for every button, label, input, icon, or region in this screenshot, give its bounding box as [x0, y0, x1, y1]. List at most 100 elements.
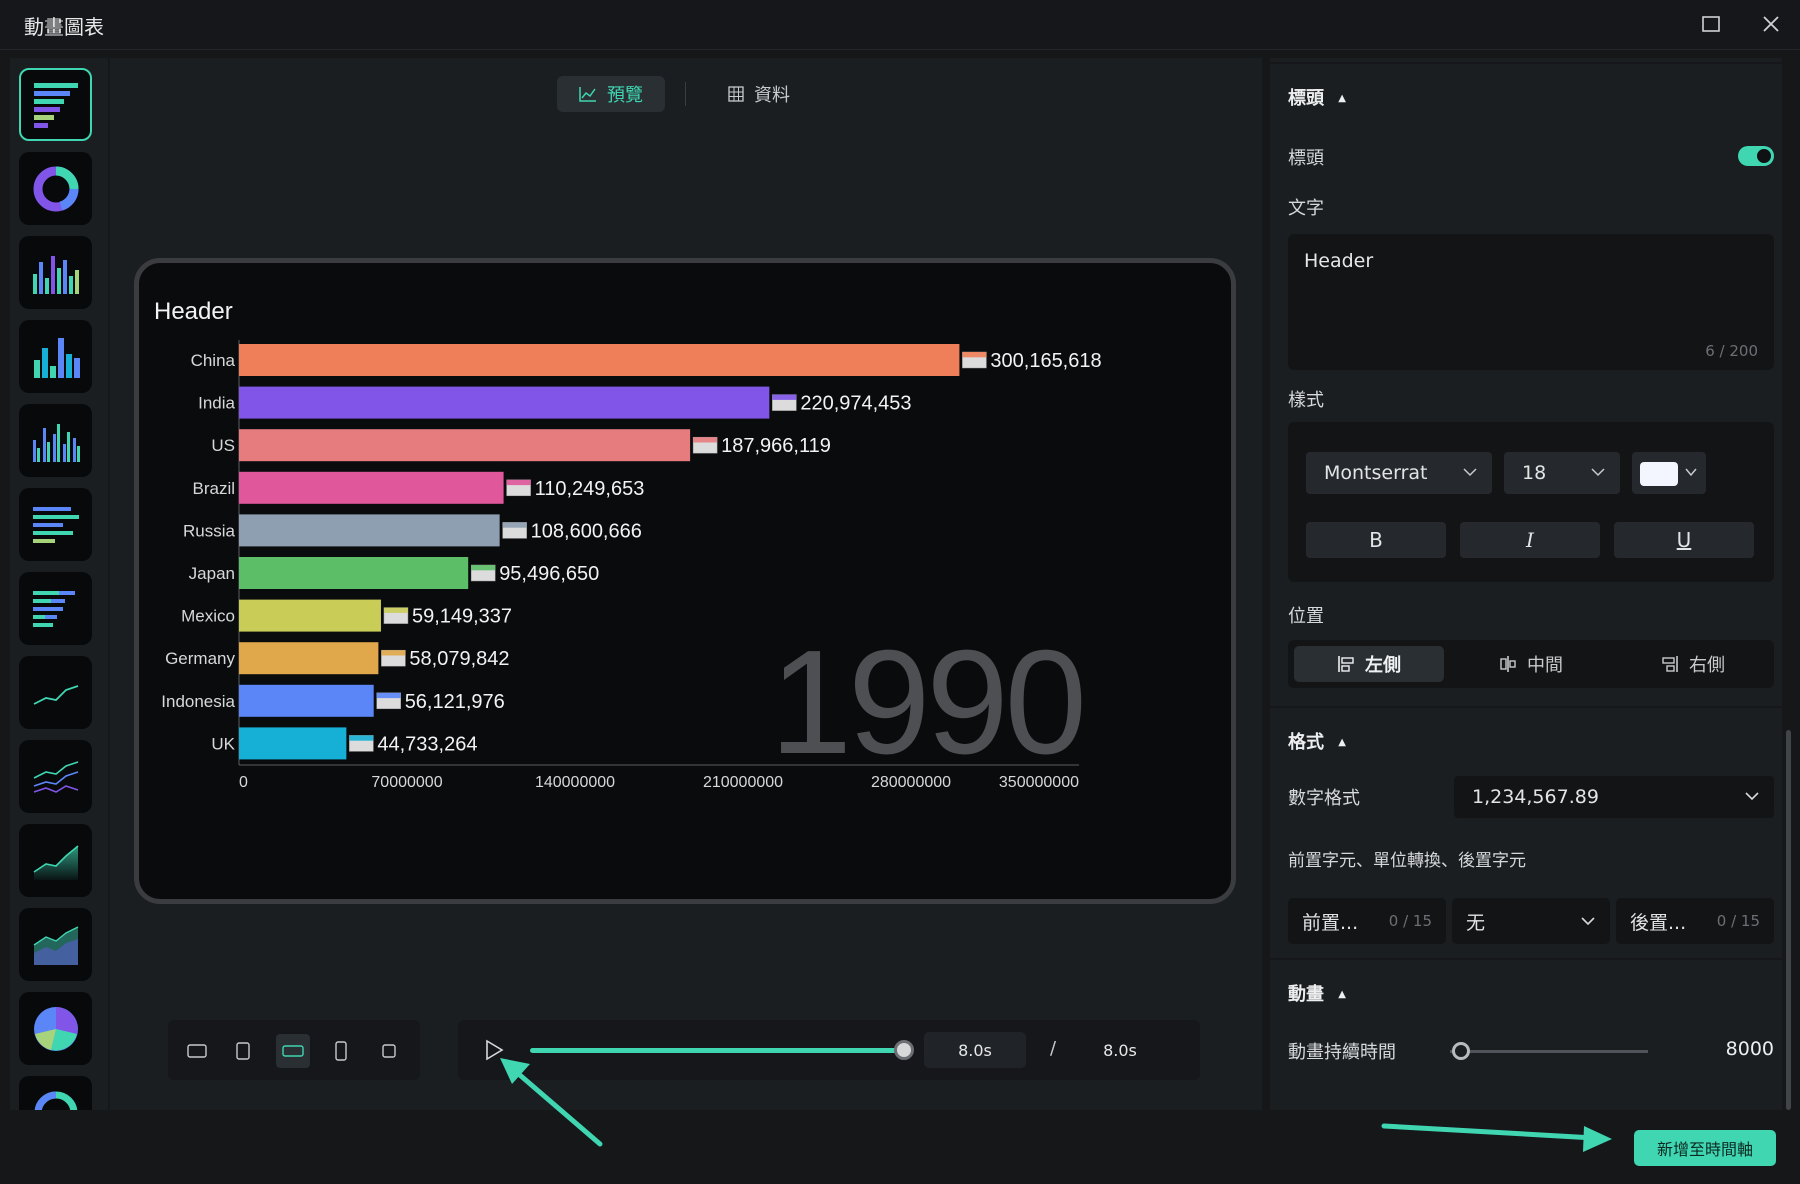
caret-up-icon: ▲: [1338, 737, 1346, 748]
underline-button[interactable]: U: [1614, 522, 1754, 558]
duration-slider-knob[interactable]: [1452, 1042, 1470, 1060]
header-section-toggle[interactable]: 標頭 ▲: [1288, 84, 1346, 110]
chart-type-column-1[interactable]: [19, 236, 92, 309]
view-tabs: 預覽 資料: [557, 76, 812, 112]
bar-uk: [239, 727, 347, 760]
value-label: 56,121,976: [405, 691, 505, 713]
value-label: 44,733,264: [377, 733, 477, 755]
ring-chart-icon: [34, 1091, 77, 1110]
suffix-placeholder: 後置...: [1630, 911, 1687, 934]
close-icon[interactable]: [1754, 9, 1788, 39]
prefix-row-label: 前置字元、單位轉換、後置字元: [1288, 851, 1526, 871]
font-size-select[interactable]: 18: [1504, 452, 1620, 494]
bar-india: [239, 386, 770, 419]
suffix-count: 0 / 15: [1716, 912, 1760, 930]
position-center-button[interactable]: 中間: [1456, 646, 1606, 682]
chart-type-area[interactable]: [19, 824, 92, 897]
category-label: Germany: [165, 649, 235, 668]
donut-icon: [33, 166, 78, 211]
chevron-down-icon: [1685, 468, 1697, 477]
duration-slider-track[interactable]: [1450, 1050, 1648, 1053]
value-label: 187,966,119: [721, 435, 831, 457]
chevron-down-icon: [1745, 792, 1759, 801]
position-left-button[interactable]: 左側: [1294, 646, 1444, 682]
area-chart-icon: [33, 844, 79, 880]
italic-button[interactable]: I: [1460, 522, 1600, 558]
chart-type-ring[interactable]: [19, 1076, 92, 1110]
tab-data-label: 資料: [754, 85, 790, 106]
x-tick-label: 0: [239, 774, 248, 791]
progress-knob[interactable]: [894, 1040, 914, 1060]
font-value: Montserrat: [1324, 462, 1428, 484]
column-chart-icon: [32, 255, 79, 294]
unit-select[interactable]: 无: [1452, 898, 1610, 944]
tab-preview[interactable]: 預覽: [557, 76, 665, 112]
position-selector: 左側 中間 右側: [1288, 640, 1774, 688]
align-right-icon: [1662, 656, 1678, 672]
position-right-button[interactable]: 右側: [1618, 646, 1768, 682]
font-select[interactable]: Montserrat: [1306, 452, 1492, 494]
value-label: 59,149,337: [412, 606, 512, 628]
value-label: 58,079,842: [409, 648, 509, 670]
divider: [1270, 706, 1782, 708]
ratio-4-3-button[interactable]: [180, 1034, 214, 1068]
chart-type-multi-line[interactable]: [19, 740, 92, 813]
play-icon[interactable]: [480, 1036, 508, 1064]
bold-button[interactable]: B: [1306, 522, 1446, 558]
column-chart-icon: [33, 337, 80, 378]
chart-type-stacked-area[interactable]: [19, 908, 92, 981]
align-left-icon: [1338, 656, 1354, 672]
caret-up-icon: ▲: [1338, 989, 1346, 1000]
chart-type-stacked-bar[interactable]: [19, 572, 92, 645]
category-label: India: [198, 394, 235, 413]
chart-type-pie[interactable]: [19, 992, 92, 1065]
color-select[interactable]: [1632, 452, 1706, 494]
tab-data[interactable]: 資料: [706, 76, 812, 112]
current-time[interactable]: 8.0s: [924, 1032, 1026, 1068]
flag-icon-stripe: [381, 650, 406, 656]
chart-type-column-2[interactable]: [19, 320, 92, 393]
ratio-1-1-button[interactable]: [372, 1034, 406, 1068]
format-section-toggle[interactable]: 格式 ▲: [1288, 728, 1346, 754]
x-tick-label: 350000000: [999, 774, 1079, 791]
chart-type-line[interactable]: [19, 656, 92, 729]
year-watermark: 1990: [770, 620, 1083, 785]
prefix-input[interactable]: 前置... 0 / 15: [1288, 898, 1446, 944]
animation-section-toggle[interactable]: 動畫 ▲: [1288, 980, 1346, 1006]
header-text-input[interactable]: Header 6 / 200: [1288, 234, 1774, 370]
divider: [1270, 958, 1782, 960]
flag-icon-stripe: [506, 479, 531, 486]
chart-type-donut[interactable]: [19, 152, 92, 225]
ratio-3-4-button[interactable]: [226, 1034, 260, 1068]
duration-label: 動畫持續時間: [1288, 1042, 1396, 1063]
category-label: China: [191, 351, 236, 370]
panel-scrollbar[interactable]: [1786, 730, 1791, 1110]
chart-type-column-3[interactable]: [19, 404, 92, 477]
chart-preview-frame: 1990 Header China 300,165,618 India 220,974,4…: [134, 258, 1236, 904]
category-label: Russia: [183, 521, 236, 540]
title-bar: 動畫圖表: [0, 0, 1800, 50]
ratio-16-9-button[interactable]: [276, 1034, 310, 1068]
suffix-input[interactable]: 後置... 0 / 15: [1616, 898, 1774, 944]
bar-japan: [239, 557, 469, 589]
duration-value[interactable]: 8000: [1725, 1038, 1774, 1060]
text-label: 文字: [1288, 198, 1324, 219]
bar-mexico: [239, 599, 381, 632]
chart-title: Header: [154, 298, 233, 325]
bar-chart: 1990 Header China 300,165,618 India 220,974,4…: [154, 298, 1102, 791]
playback-bar: 8.0s / 8.0s: [458, 1020, 1200, 1080]
bar-brazil: [239, 471, 504, 504]
flag-icon-stripe: [772, 394, 797, 400]
bar-russia: [239, 514, 500, 547]
ratio-9-16-button[interactable]: [324, 1034, 358, 1068]
add-to-timeline-button[interactable]: 新增至時間軸: [1634, 1130, 1776, 1166]
number-format-select[interactable]: 1,234,567.89: [1454, 776, 1774, 818]
x-tick-label: 70000000: [371, 774, 442, 791]
header-text-value: Header: [1304, 250, 1374, 272]
header-toggle[interactable]: [1738, 146, 1774, 166]
progress-track[interactable]: [530, 1048, 910, 1053]
format-section-title: 格式: [1288, 732, 1324, 753]
chart-type-racing-bar[interactable]: [19, 68, 92, 141]
chart-type-bar[interactable]: [19, 488, 92, 561]
maximize-icon[interactable]: [1694, 9, 1728, 39]
